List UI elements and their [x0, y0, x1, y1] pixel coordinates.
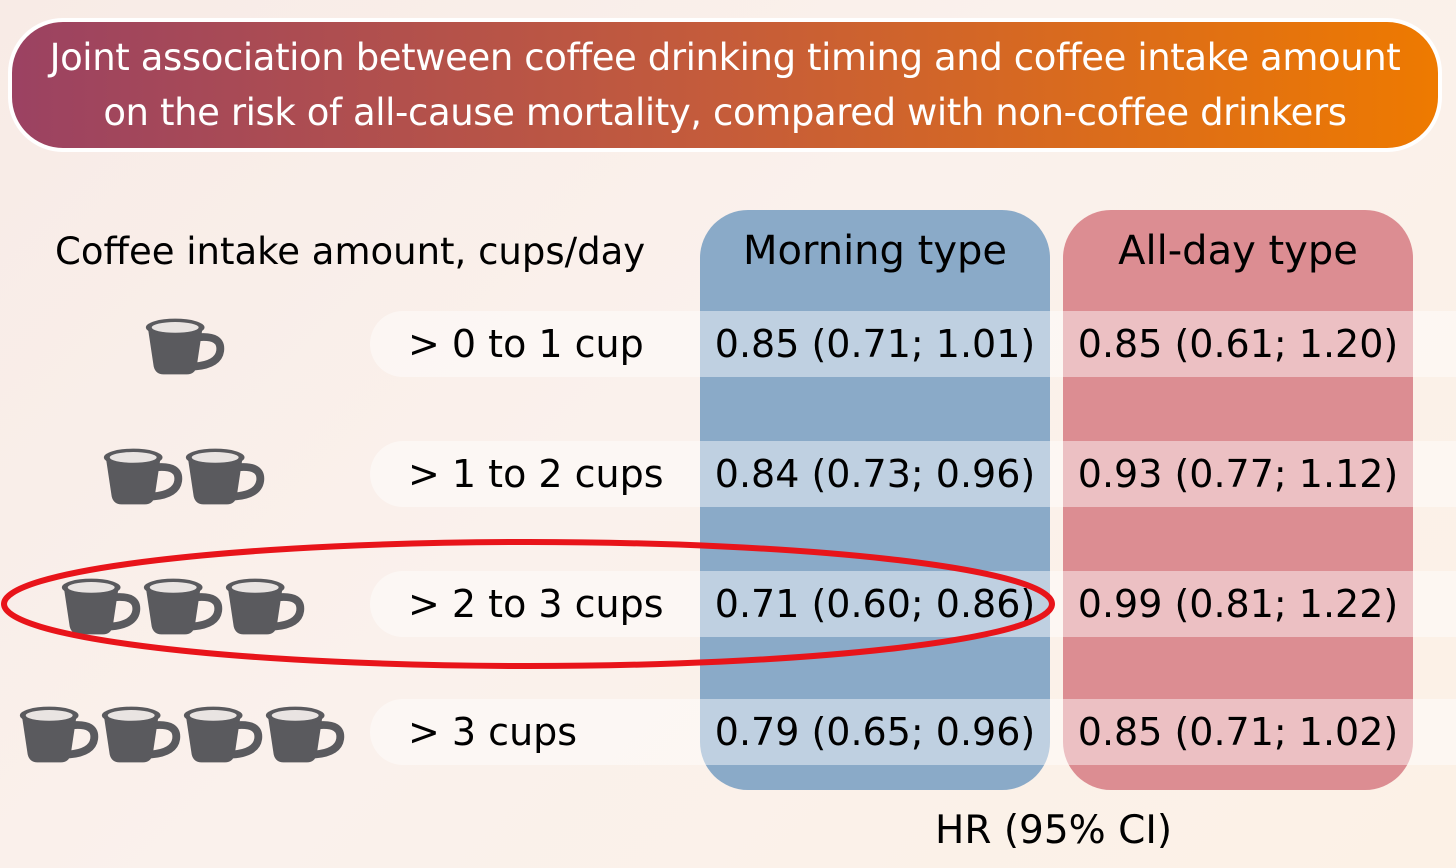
- row-label: > 1 to 2 cups: [408, 452, 664, 496]
- morning-hr-cell: 0.71 (0.60; 0.86): [714, 582, 1036, 626]
- table-row: [370, 699, 1456, 765]
- allday-hr-cell: 0.85 (0.61; 1.20): [1077, 322, 1399, 366]
- cup-icons: [14, 701, 345, 767]
- title-line-2: on the risk of all-cause mortality, comp…: [103, 91, 1347, 134]
- cup-icons: [98, 443, 265, 509]
- row-label: > 2 to 3 cups: [408, 582, 664, 626]
- coffee-cup-icon: [143, 578, 223, 635]
- title-line-1: Joint association between coffee drinkin…: [49, 36, 1401, 79]
- allday-hr-cell: 0.85 (0.71; 1.02): [1077, 710, 1399, 754]
- morning-type-column: [700, 210, 1050, 790]
- coffee-cup-icon: [183, 706, 263, 763]
- table-row: [370, 441, 1456, 507]
- all-day-type-header: All-day type: [1118, 228, 1358, 274]
- morning-type-header: Morning type: [742, 228, 1007, 274]
- coffee-cup-icon: [145, 318, 225, 375]
- all-day-type-column: [1063, 210, 1413, 790]
- coffee-cup-icon: [61, 578, 141, 635]
- row-header-label: Coffee intake amount, cups/day: [55, 230, 646, 273]
- coffee-cup-icon: [225, 578, 305, 635]
- coffee-cup-icon: [101, 706, 181, 763]
- morning-hr-cell: 0.84 (0.73; 0.96): [714, 452, 1036, 496]
- coffee-cup-icon: [19, 706, 99, 763]
- morning-hr-cell: 0.79 (0.65; 0.96): [714, 710, 1036, 754]
- hr-ci-caption: HR (95% CI): [935, 808, 1173, 853]
- coffee-cup-icon: [103, 448, 183, 505]
- cup-icons: [56, 573, 305, 639]
- cup-icons: [140, 313, 225, 379]
- table-row: [370, 311, 1456, 377]
- title-banner: Joint association between coffee drinkin…: [8, 18, 1442, 152]
- allday-hr-cell: 0.93 (0.77; 1.12): [1077, 452, 1399, 496]
- coffee-cup-icon: [265, 706, 345, 763]
- row-label: > 3 cups: [408, 710, 578, 754]
- morning-hr-cell: 0.85 (0.71; 1.01): [714, 322, 1036, 366]
- allday-hr-cell: 0.99 (0.81; 1.22): [1077, 582, 1399, 626]
- row-label: > 0 to 1 cup: [408, 322, 644, 366]
- coffee-cup-icon: [185, 448, 265, 505]
